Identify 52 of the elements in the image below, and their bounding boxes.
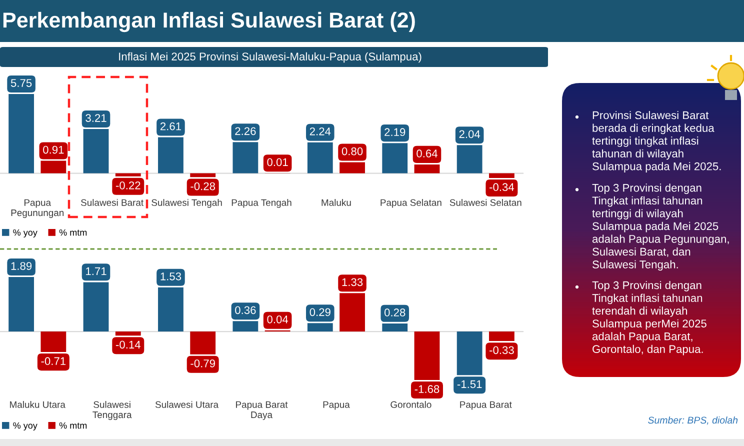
data-label: 1.33 — [342, 278, 363, 286]
x-tick-label: Maluku — [322, 199, 351, 206]
data-label: 2.24 — [310, 127, 331, 136]
data-label: 0.01 — [267, 158, 288, 166]
legend-label: % yoy — [13, 422, 38, 430]
chart-subtitle: Inflasi Mei 2025 Provinsi Sulawesi-Maluku-Papua (Sulampua) — [119, 52, 422, 63]
data-label: 0.36 — [235, 306, 256, 314]
x-tick-label: Papua Pegunungan — [11, 199, 64, 218]
text: Sumber: BPS, diolah — [648, 416, 738, 425]
text: Top 3 Provinsi dengan Tingkat inflasi tahunan tertinggi di wilayah Sulampua pada Mei 2025 adalah Papua Pegunungan, Sulawesi Barat, dan Sulawesi Tengah. — [592, 184, 729, 271]
legend-label: % mtm — [59, 422, 87, 429]
chart-title: Perkembangan Inflasi Sulawesi Barat (2) — [3, 12, 415, 32]
data-label: 2.61 — [160, 122, 181, 130]
data-label: 1.71 — [86, 267, 106, 276]
data-label: 5.75 — [10, 79, 32, 87]
x-tick-label: Sulawesi Utara — [155, 401, 219, 408]
data-label: 3.21 — [86, 114, 106, 122]
x-tick-label: Papua Barat Daya — [236, 401, 288, 420]
data-label: -0.28 — [190, 182, 216, 190]
data-label: 2.19 — [384, 128, 406, 136]
data-label: -0.14 — [116, 340, 140, 349]
data-label: 0.64 — [416, 150, 438, 158]
data-label: 1.89 — [11, 262, 32, 270]
x-tick-label: Gorontalo — [390, 401, 432, 408]
x-tick-label: Sulawesi Tengah — [152, 199, 222, 208]
text: Provinsi Sulawesi Barat berada di eringkat kedua tertinggi tingkat inflasi tahunan di wilayah Sulampua pada Mei 2025. — [592, 111, 721, 172]
x-tick-label: Papua Selatan — [380, 199, 442, 208]
x-tick-label: Papua Barat — [460, 401, 512, 410]
data-label: 2.26 — [235, 127, 256, 136]
data-label: 0.29 — [310, 308, 330, 316]
x-tick-label: Sulawesi Barat — [81, 199, 144, 206]
x-tick-label: Papua Tengah — [232, 199, 292, 208]
legend-label: % yoy — [13, 229, 38, 238]
data-label: -1.68 — [414, 385, 440, 394]
text: Top 3 Provinsi dengan Tingkat inflasi tahunan terendah di wilayah Sulampua perMei 2025 adalah Papua Barat, Gorontalo, dan Papua. — [592, 281, 706, 356]
x-tick-label: Maluku Utara — [10, 401, 66, 408]
data-label: 1.53 — [160, 272, 182, 280]
data-label: -1.51 — [457, 380, 482, 388]
x-tick-label: Papua — [323, 401, 350, 410]
data-label: 0.28 — [384, 308, 406, 316]
data-label: -0.22 — [116, 182, 140, 190]
data-label: -0.71 — [41, 357, 66, 366]
data-label: 0.04 — [267, 315, 288, 324]
legend-label: % mtm — [59, 229, 87, 236]
data-label: -0.34 — [490, 183, 514, 192]
data-label: 0.80 — [342, 147, 363, 156]
data-label: -0.79 — [190, 359, 215, 368]
x-tick-label: Sulawesi Selatan — [450, 199, 522, 206]
data-label: 0.91 — [43, 146, 64, 154]
x-tick-label: Sulawesi Tenggara — [92, 401, 132, 420]
data-label: 2.04 — [459, 130, 480, 138]
data-label: -0.33 — [490, 346, 514, 354]
